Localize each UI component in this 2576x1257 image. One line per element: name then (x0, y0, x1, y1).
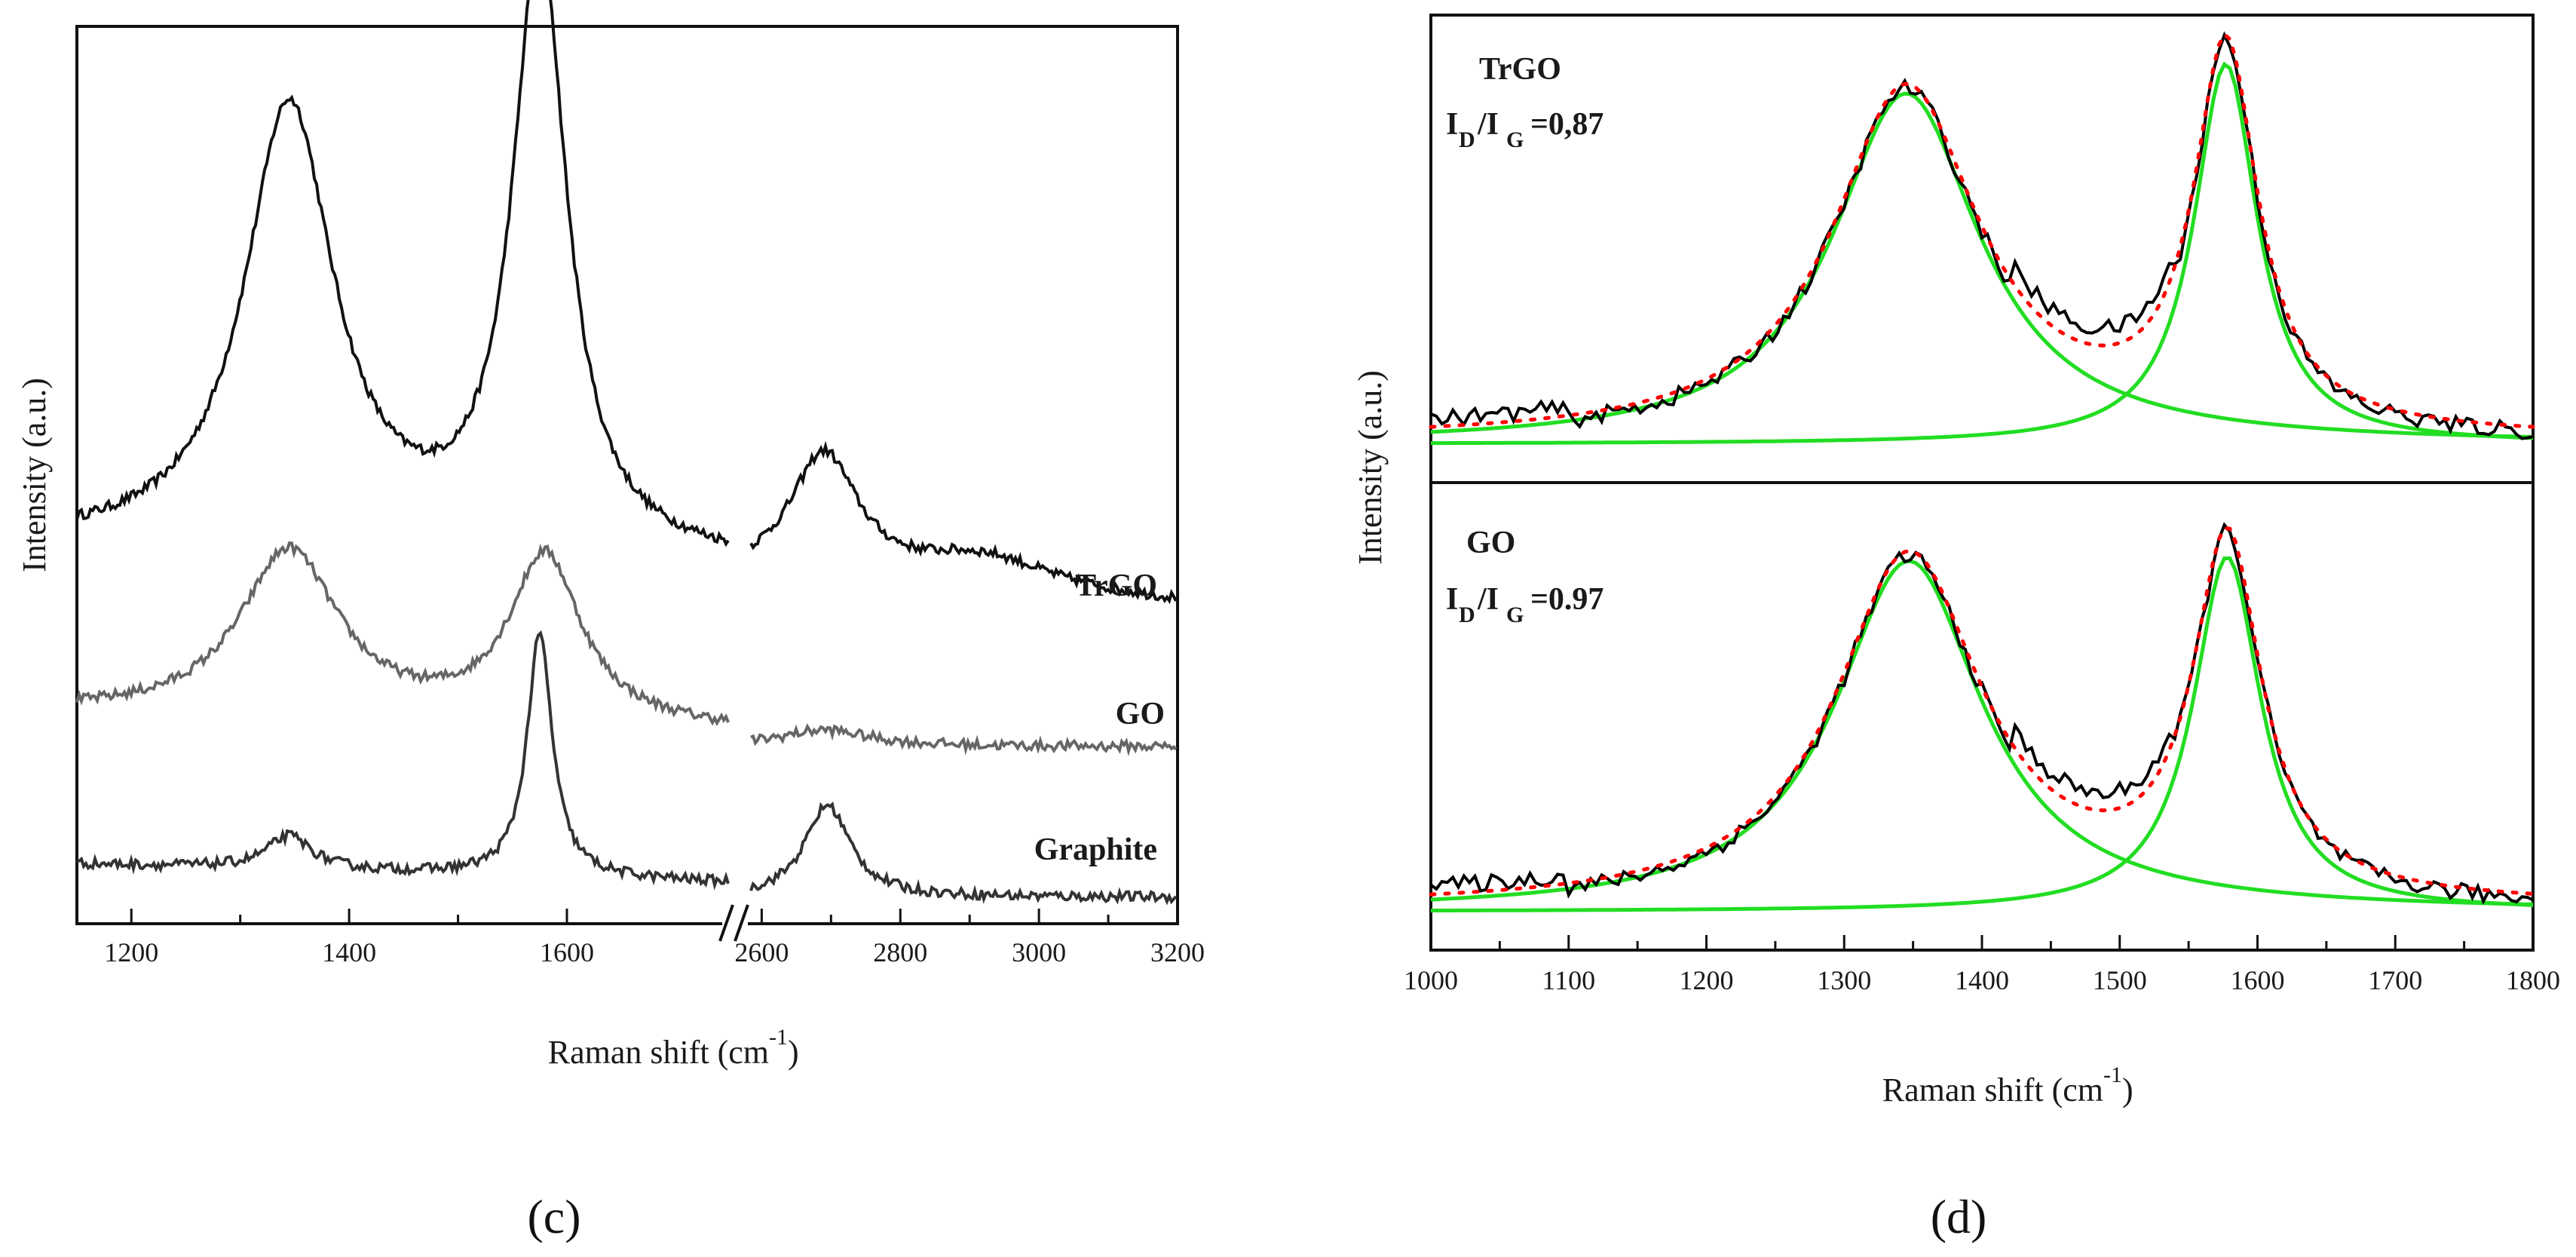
d-go-fit-g-band (1431, 556, 2534, 912)
panel-c-series-group (75, 0, 1178, 906)
ratio-i-b: I (1446, 582, 1458, 617)
d-trgo-cumulative-fit (1429, 31, 2535, 429)
d-tick-label: 1600 (2231, 965, 2285, 995)
d-trgo-experimental (1430, 31, 2534, 440)
d-go-cumulative-fit (1429, 526, 2535, 897)
ratio-slash-b: /I (1477, 582, 1499, 617)
panel-d-chart: 1000 1100 1200 1300 1400 1500 1600 1700 1800 TrG… (1352, 14, 2560, 1108)
d-tick-label: 1500 (2093, 965, 2147, 995)
d-trgo-fit-g-band (1431, 61, 2534, 446)
d-top-ratio: I D /I G =0,87 (1446, 107, 1603, 152)
ratio-i: I (1446, 107, 1458, 142)
label-graphite: Graphite (1034, 832, 1157, 867)
panel-c-ylabel: Intensity (a.u.) (16, 378, 53, 572)
d-tick-label: 1400 (1955, 965, 2009, 995)
label-trgo: TrGO (1075, 569, 1157, 603)
d-tick-label: 1300 (1817, 965, 1871, 995)
ratio-g-sub-b: G (1506, 602, 1524, 627)
series-trgo-line-right (749, 440, 1178, 605)
d-bottom-title: GO (1466, 526, 1515, 560)
panel-c-tick-group: 1200 1400 1600 2600 2800 3000 3200 (104, 909, 1205, 967)
panel-c-xlabel-sup: -1 (769, 1025, 788, 1050)
c-tick-label: 1600 (540, 937, 594, 967)
d-tick-label: 1700 (2368, 965, 2422, 995)
d-tick-label: 1200 (1680, 965, 1734, 995)
ratio-value-bottom: =0.97 (1530, 582, 1603, 617)
c-tick-label: 1200 (104, 937, 158, 967)
series-graphite-line-left (76, 630, 730, 891)
series-go-line-left (75, 541, 730, 726)
panel-d-xlabel-sup: -1 (2103, 1062, 2122, 1087)
label-go: GO (1116, 697, 1165, 731)
c-tick-label: 2600 (734, 937, 789, 967)
d-tick-label: 1000 (1404, 965, 1458, 995)
panel-c-xlabel-close: ) (788, 1034, 799, 1071)
panel-c-frame (75, 25, 1179, 925)
c-tick-label: 3200 (1150, 937, 1205, 967)
c-tick-label: 3000 (1012, 937, 1066, 967)
ratio-d-sub: D (1459, 127, 1475, 152)
panel-d-xlabel: Raman shift (cm (1882, 1072, 2103, 1108)
ratio-value-top: =0,87 (1530, 107, 1603, 142)
series-go-line-right (750, 723, 1178, 757)
panel-label-d: (d) (1931, 1190, 1987, 1243)
panel-label-c: (c) (527, 1190, 580, 1243)
c-tick-label: 2800 (873, 937, 927, 967)
series-trgo-line-left (75, 0, 730, 547)
c-tick-label: 1400 (322, 937, 376, 967)
axis-break-marks (718, 904, 749, 942)
panel-d-xlabel-close: ) (2122, 1072, 2133, 1108)
panel-d-series-group (1429, 31, 2535, 912)
d-trgo-fit-d-band (1430, 91, 2534, 439)
panel-d-tick-group: 1000 1100 1200 1300 1400 1500 1600 1700 1800 (1404, 935, 2560, 995)
ratio-slash: /I (1477, 107, 1499, 142)
ratio-d-sub-b: D (1459, 602, 1475, 627)
d-tick-label: 1100 (1542, 965, 1595, 995)
series-graphite-line-right (749, 802, 1178, 906)
panel-d-ylabel: Intensity (a.u.) (1352, 370, 1389, 565)
panel-c-xlabel: Raman shift (cm (548, 1034, 769, 1071)
d-tick-label: 1800 (2506, 965, 2560, 995)
d-top-title: TrGO (1479, 52, 1561, 87)
panel-c-chart: 1200 1400 1600 2600 2800 3000 3200 TrGO GO Gra… (16, 0, 1205, 1071)
d-bottom-ratio: I D /I G =0.97 (1446, 582, 1603, 627)
ratio-g-sub: G (1506, 127, 1524, 152)
